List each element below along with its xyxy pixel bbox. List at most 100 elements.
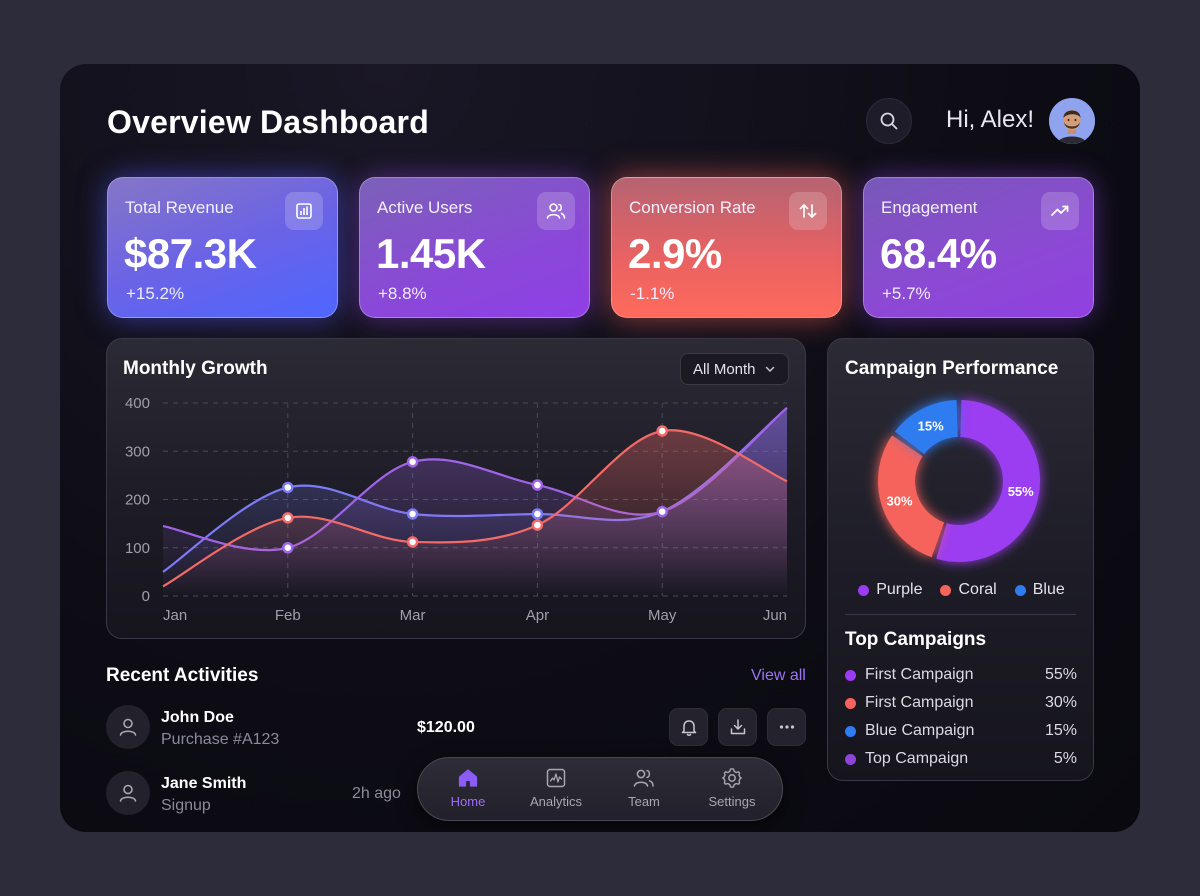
data-point bbox=[656, 505, 668, 518]
nav-item-team[interactable]: Team bbox=[604, 766, 684, 814]
data-point bbox=[282, 481, 294, 494]
nav-item-home[interactable]: Home bbox=[428, 766, 508, 814]
legend-dot bbox=[1014, 584, 1026, 596]
kpi-value: 2.9% bbox=[628, 230, 722, 277]
top-campaigns-list: First Campaign 55% First Campaign 30% Bl… bbox=[845, 661, 1077, 773]
slice-label: 55% bbox=[1008, 484, 1034, 499]
month-filter-select[interactable]: All Month bbox=[680, 353, 789, 385]
monthly-growth-chart: 0 100 200 300 400 Jan Feb Mar Apr May Jun bbox=[125, 395, 788, 624]
view-all-link[interactable]: View all bbox=[751, 667, 806, 684]
page-title: Overview Dashboard bbox=[107, 104, 429, 140]
divider bbox=[845, 614, 1076, 615]
legend-label: Purple bbox=[876, 581, 923, 598]
kpi-card-active-users[interactable]: Active Users 1.45K +8.8% bbox=[359, 177, 590, 318]
kpi-delta: +5.7% bbox=[882, 284, 931, 303]
campaign-dot bbox=[845, 725, 856, 737]
kpi-label: Active Users bbox=[377, 198, 473, 217]
kpi-card-total-revenue[interactable]: Total Revenue $87.3K +15.2% bbox=[107, 177, 338, 318]
monthly-growth-panel: 0 100 200 300 400 Jan Feb Mar Apr May Jun Monthly … bbox=[106, 338, 806, 639]
nav-item-settings[interactable]: Settings bbox=[692, 766, 772, 814]
data-point bbox=[531, 519, 544, 531]
nav-item-analytics[interactable]: Analytics bbox=[516, 766, 596, 814]
campaign-dot bbox=[845, 753, 856, 765]
download-button[interactable] bbox=[718, 708, 757, 746]
user-icon bbox=[119, 718, 137, 736]
legend-item-blue: Blue bbox=[1014, 581, 1065, 599]
kpi-card-conversion-rate[interactable]: Conversion Rate 2.9% -1.1% bbox=[611, 177, 842, 318]
x-tick-label: Mar bbox=[400, 607, 426, 624]
kpi-delta: +15.2% bbox=[126, 284, 185, 303]
series-area bbox=[163, 430, 787, 596]
top-campaigns-title: Top Campaigns bbox=[845, 629, 987, 650]
activity-name: John Doe bbox=[161, 709, 234, 726]
kpi-label: Engagement bbox=[881, 198, 978, 217]
campaign-value: 5% bbox=[1053, 750, 1077, 767]
nav-label: Home bbox=[450, 794, 486, 809]
kpi-card-engagement[interactable]: Engagement 68.4% +5.7% bbox=[863, 177, 1094, 318]
campaign-value: 30% bbox=[1044, 694, 1077, 711]
recent-activities-title: Recent Activities bbox=[106, 665, 259, 686]
bottom-navigation: Home Analytics Team Settings bbox=[417, 757, 783, 821]
campaign-legend: Purple Coral Blue bbox=[828, 581, 1095, 599]
x-tick-label: Jun bbox=[763, 607, 787, 624]
campaign-name: First Campaign bbox=[865, 694, 974, 711]
legend-label: Blue bbox=[1032, 581, 1065, 598]
user-icon bbox=[119, 784, 137, 802]
activity-amount: $120.00 bbox=[417, 719, 475, 736]
kpi-value: 68.4% bbox=[880, 230, 997, 277]
legend-item-coral: Coral bbox=[940, 581, 997, 599]
y-tick-label: 400 bbox=[125, 395, 150, 412]
data-point bbox=[656, 425, 668, 437]
donut-slice bbox=[936, 400, 1040, 562]
search-button[interactable] bbox=[866, 98, 912, 144]
nav-label: Settings bbox=[708, 794, 756, 809]
data-point bbox=[406, 508, 419, 520]
dashboard-window: Overview Dashboard Hi, Alex! Total Reven… bbox=[60, 64, 1140, 832]
campaign-dot bbox=[845, 697, 856, 709]
home-icon bbox=[458, 769, 478, 787]
campaign-donut-chart: 55% 30% 15% bbox=[878, 400, 1040, 562]
x-tick-label: Apr bbox=[526, 607, 549, 624]
series-line bbox=[162, 429, 788, 588]
search-icon bbox=[880, 112, 898, 130]
trending-up-icon bbox=[1051, 205, 1069, 216]
kpi-delta: -1.1% bbox=[630, 284, 675, 303]
activity-time: 2h ago bbox=[352, 785, 401, 802]
more-horizontal-icon bbox=[779, 725, 794, 729]
more-options-button[interactable] bbox=[767, 708, 806, 746]
gear-icon bbox=[722, 768, 742, 788]
notification-button[interactable] bbox=[669, 708, 708, 746]
data-point bbox=[406, 536, 419, 548]
download-icon bbox=[730, 719, 745, 735]
kpi-icon-box bbox=[1041, 192, 1079, 230]
campaign-name: Top Campaign bbox=[865, 750, 969, 767]
list-item[interactable]: Top Campaign 5% bbox=[845, 745, 1077, 773]
avatar[interactable] bbox=[1049, 98, 1095, 144]
bell-icon bbox=[681, 720, 696, 736]
campaign-name: Blue Campaign bbox=[865, 722, 975, 739]
list-item[interactable]: Blue Campaign 15% bbox=[845, 717, 1077, 745]
x-tick-label: May bbox=[648, 607, 677, 624]
list-item[interactable]: First Campaign 30% bbox=[845, 689, 1077, 717]
slice-label: 15% bbox=[918, 418, 944, 433]
donut-slice bbox=[894, 400, 958, 455]
x-tick-label: Feb bbox=[275, 607, 301, 624]
team-icon bbox=[633, 769, 654, 787]
user-greeting: Hi, Alex! bbox=[946, 106, 1035, 133]
chart-title: Monthly Growth bbox=[123, 358, 268, 379]
slice-label: 30% bbox=[887, 493, 913, 508]
chevron-down-icon bbox=[765, 366, 774, 372]
kpi-delta: +8.8% bbox=[378, 284, 427, 303]
kpi-label: Conversion Rate bbox=[629, 198, 756, 217]
legend-label: Coral bbox=[958, 581, 997, 598]
kpi-icon-box bbox=[537, 192, 575, 230]
campaign-value: 15% bbox=[1044, 722, 1077, 739]
list-item[interactable]: First Campaign 55% bbox=[845, 661, 1077, 689]
data-point bbox=[406, 456, 419, 468]
campaign-dot bbox=[845, 669, 856, 681]
data-point bbox=[282, 512, 294, 524]
kpi-icon-box bbox=[285, 192, 323, 230]
nav-label: Team bbox=[628, 794, 660, 809]
donut-slice bbox=[878, 435, 945, 558]
activity-subtitle: Signup bbox=[161, 797, 211, 814]
